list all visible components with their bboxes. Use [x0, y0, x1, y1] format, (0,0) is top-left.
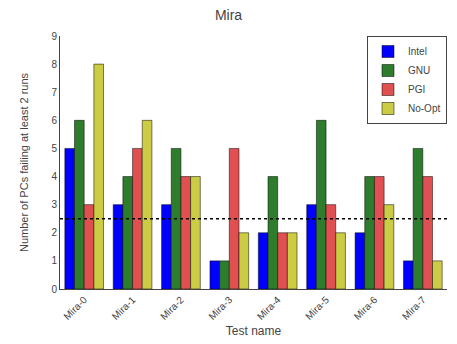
svg-text:1: 1 — [51, 255, 57, 266]
svg-text:8: 8 — [51, 59, 57, 70]
svg-text:Mira-1: Mira-1 — [110, 294, 138, 322]
svg-text:Mira: Mira — [215, 7, 242, 23]
svg-text:Mira-6: Mira-6 — [352, 294, 380, 322]
svg-text:Mira-5: Mira-5 — [303, 294, 331, 322]
svg-text:7: 7 — [51, 87, 57, 98]
svg-text:2: 2 — [51, 227, 57, 238]
svg-text:6: 6 — [51, 115, 57, 126]
svg-text:4: 4 — [51, 171, 57, 182]
svg-text:Test name: Test name — [226, 324, 282, 338]
svg-text:3: 3 — [51, 199, 57, 210]
svg-text:5: 5 — [51, 143, 57, 154]
svg-text:Mira-2: Mira-2 — [158, 294, 186, 322]
svg-text:Number of PCs failing at least: Number of PCs failing at least 2 runs — [18, 72, 30, 252]
svg-text:GNU: GNU — [408, 65, 430, 76]
svg-text:Mira-0: Mira-0 — [61, 294, 89, 322]
svg-text:Mira-7: Mira-7 — [400, 294, 428, 322]
svg-text:Intel: Intel — [408, 46, 427, 57]
svg-text:PGI: PGI — [408, 84, 425, 95]
svg-text:No-Opt: No-Opt — [408, 103, 440, 114]
svg-text:Mira-4: Mira-4 — [255, 294, 283, 322]
svg-text:Mira-3: Mira-3 — [206, 294, 234, 322]
svg-text:0: 0 — [51, 284, 57, 295]
svg-text:9: 9 — [51, 31, 57, 42]
